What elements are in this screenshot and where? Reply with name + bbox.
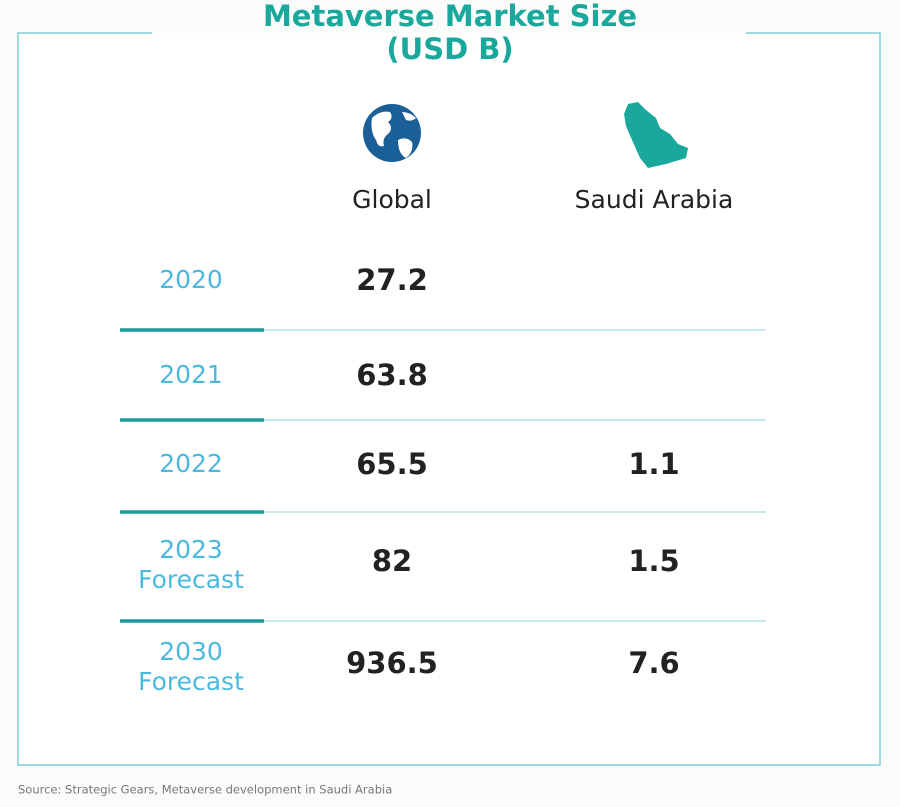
- frame: [17, 32, 881, 766]
- global-value: 63.8: [356, 358, 428, 392]
- row-year: 2021: [159, 360, 223, 389]
- column-header: Global: [352, 185, 432, 214]
- source-note: Source: Strategic Gears, Metaverse devel…: [18, 783, 392, 797]
- panel: [18, 33, 880, 765]
- row-year: 2020: [159, 265, 223, 294]
- row-note: Forecast: [138, 565, 244, 594]
- saudi-value: 7.6: [628, 646, 679, 680]
- global-value: 82: [372, 544, 412, 578]
- row-year: 2023: [159, 535, 223, 564]
- saudi-value: 1.1: [628, 447, 679, 481]
- column-header: Saudi Arabia: [575, 185, 734, 214]
- title: Metaverse Market Size: [263, 0, 637, 33]
- row-note: Forecast: [138, 667, 244, 696]
- row-year: 2030: [159, 637, 223, 666]
- saudi-value: 1.5: [628, 544, 679, 578]
- global-value: 27.2: [356, 263, 428, 297]
- global-value: 65.5: [356, 447, 428, 481]
- global-value: 936.5: [346, 646, 438, 680]
- saudi-map-icon: [624, 102, 688, 168]
- row-year: 2022: [159, 449, 223, 478]
- subtitle: (USD B): [386, 32, 513, 66]
- globe-icon: [363, 104, 421, 162]
